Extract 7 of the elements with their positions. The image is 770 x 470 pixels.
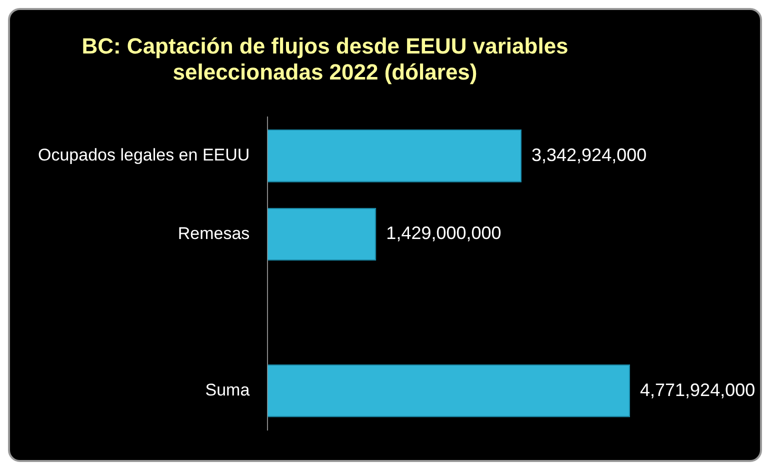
chart-title: BC: Captación de flujos desde EEUU variables seleccionadas 2022 (dólares) [82, 33, 568, 85]
data-label: 3,342,924,000 [532, 144, 647, 165]
data-label: 1,429,000,000 [386, 223, 502, 244]
y-tick-label: Suma [205, 380, 250, 400]
y-tick-label: Ocupados legales en EEUU [38, 146, 250, 165]
data-label: 4,771,924,000 [640, 380, 756, 400]
y-tick-label: Remesas [178, 224, 250, 243]
